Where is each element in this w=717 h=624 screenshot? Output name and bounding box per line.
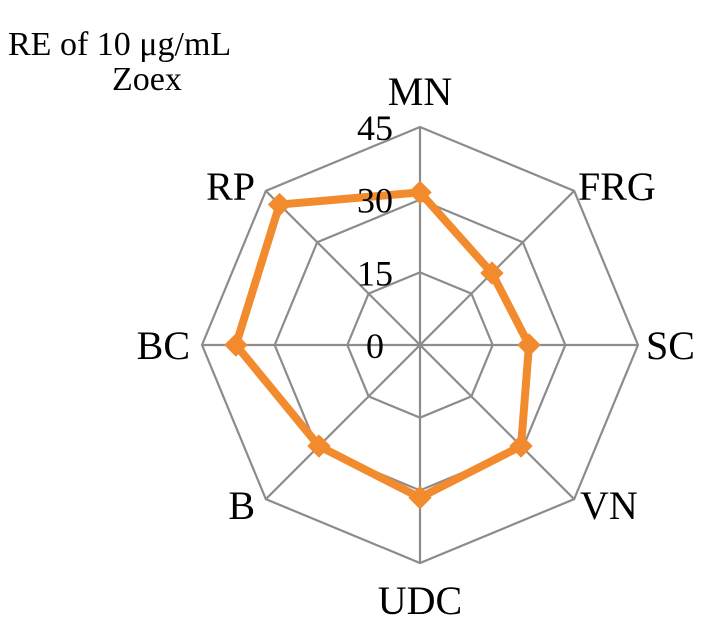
data-point-mn bbox=[408, 180, 432, 205]
category-label-b: B bbox=[228, 483, 255, 528]
category-label-frg: FRG bbox=[578, 164, 656, 209]
category-label-rp: RP bbox=[206, 164, 255, 209]
data-point-frg bbox=[480, 261, 504, 285]
chart-title-line-1: RE of 10 μg/mL bbox=[8, 26, 231, 63]
chart-title-line-2: Zoex bbox=[112, 61, 182, 98]
r-tick-label-0: 0 bbox=[366, 326, 384, 366]
category-label-mn: MN bbox=[388, 69, 452, 114]
category-label-vn: VN bbox=[580, 483, 638, 528]
r-tick-label-30: 30 bbox=[357, 181, 393, 221]
data-point-udc bbox=[408, 485, 432, 510]
data-point-bc bbox=[224, 333, 248, 357]
data-point-rp bbox=[267, 192, 292, 217]
radar-series bbox=[224, 180, 541, 510]
category-label-bc: BC bbox=[137, 323, 190, 368]
data-point-b bbox=[307, 434, 331, 458]
r-tick-label-45: 45 bbox=[357, 108, 393, 148]
category-label-sc: SC bbox=[646, 323, 695, 368]
category-label-udc: UDC bbox=[378, 578, 462, 623]
data-point-sc bbox=[517, 333, 541, 357]
grid-spoke-rp bbox=[265, 190, 421, 346]
data-point-vn bbox=[509, 434, 533, 458]
r-tick-label-15: 15 bbox=[357, 253, 393, 293]
grid-spoke-b bbox=[265, 344, 421, 500]
grid-spoke-vn bbox=[419, 344, 575, 500]
